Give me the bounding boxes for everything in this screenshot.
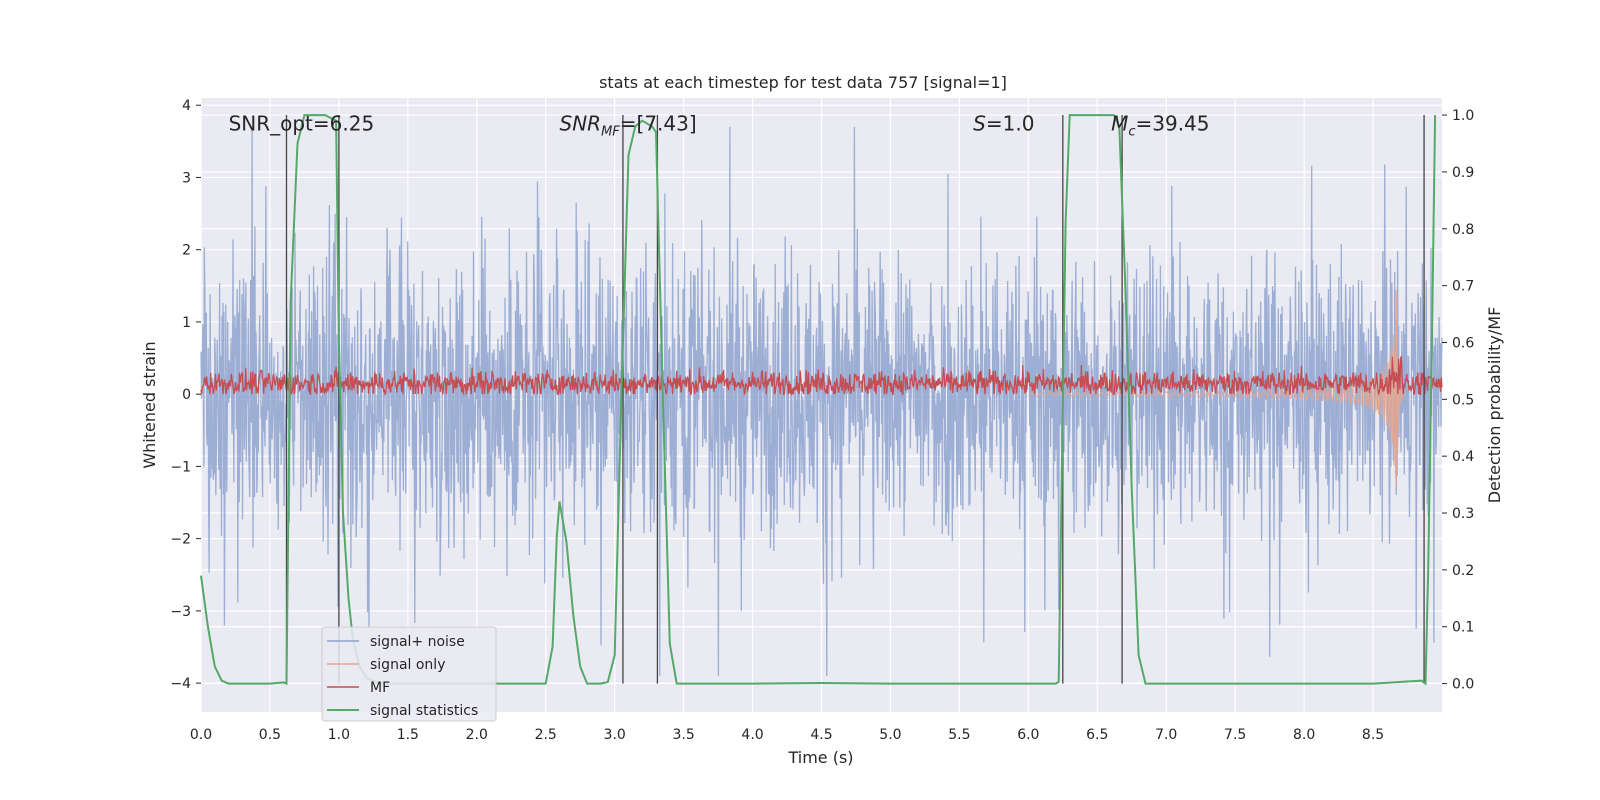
- y-left-tick-label: 2: [182, 243, 191, 259]
- y-right-axis-label: Detection probability/MF: [1485, 307, 1504, 504]
- x-tick-label: 4.5: [810, 727, 832, 743]
- mf-series: [200, 356, 1443, 397]
- mf-line: [200, 356, 1443, 397]
- y-right-tick-label: 1.0: [1452, 108, 1474, 124]
- annotation-subscript: MF: [601, 124, 620, 139]
- y-right-tick-label: 0.2: [1452, 563, 1474, 579]
- x-tick-label: 1.0: [328, 727, 350, 743]
- y-right-tick-label: 0.7: [1452, 279, 1474, 295]
- y-left-tick-label: −3: [170, 604, 191, 620]
- y-right-tick-label: 0.4: [1452, 449, 1474, 465]
- x-tick-label: 4.0: [741, 727, 763, 743]
- annotation-text: SNRMF=[7.43]: [560, 111, 697, 139]
- chart-title: stats at each timestep for test data 757…: [599, 73, 1007, 92]
- x-tick-label: 0.0: [190, 727, 212, 743]
- annotation-text: Mc=39.45: [1111, 111, 1209, 139]
- y-left-tick-label: −4: [170, 676, 191, 692]
- x-tick-label: 6.0: [1017, 727, 1039, 743]
- x-tick-label: 2.0: [466, 727, 488, 743]
- x-tick-label: 8.0: [1293, 727, 1315, 743]
- x-tick-label: 1.5: [397, 727, 419, 743]
- y-right-axis-ticks: 1.0 0.9 0.8 0.7 0.6 0.5 0.4 0.3 0.2 0.1 0.0: [1442, 108, 1474, 693]
- legend-label: signal statistics: [370, 703, 478, 719]
- y-right-tick-label: 0.1: [1452, 620, 1474, 636]
- annotation-subscript: c: [1128, 124, 1135, 139]
- signal-statistics-series: [200, 114, 1437, 686]
- y-left-tick-label: 3: [182, 170, 191, 186]
- x-tick-label: 7.5: [1224, 727, 1246, 743]
- x-tick-label: 0.5: [259, 727, 281, 743]
- vertical-markers: [285, 115, 1425, 684]
- x-tick-label: 2.5: [535, 727, 557, 743]
- x-tick-label: 7.0: [1155, 727, 1177, 743]
- x-tick-label: 3.5: [672, 727, 694, 743]
- x-tick-label: 6.5: [1086, 727, 1108, 743]
- annotations: SNR_opt=6.25 SNRMF=[7.43] S=1.0 Mc=39.45: [229, 111, 1210, 139]
- y-right-tick-label: 0.9: [1452, 165, 1474, 181]
- y-left-axis-label: Whitened strain: [140, 341, 159, 468]
- x-tick-label: 8.5: [1362, 727, 1384, 743]
- y-right-tick-label: 0.6: [1452, 335, 1474, 351]
- x-tick-label: 3.0: [604, 727, 626, 743]
- y-right-tick-label: 0.8: [1452, 222, 1474, 238]
- y-right-tick-label: 0.3: [1452, 506, 1474, 522]
- legend-label: MF: [370, 680, 390, 696]
- legend: signal+ noise signal only MF signal statist…: [321, 626, 497, 722]
- y-right-tick-label: 0.5: [1452, 392, 1474, 408]
- legend-label: signal+ noise: [370, 634, 465, 650]
- annotation-value: =39.45: [1135, 111, 1209, 135]
- y-left-axis-ticks: 4 3 2 1 0 −1 −2 −3 −4: [170, 98, 201, 692]
- x-tick-label: 5.5: [948, 727, 970, 743]
- legend-box: [321, 626, 497, 722]
- y-left-tick-label: 4: [182, 98, 191, 114]
- y-left-tick-label: −1: [170, 459, 191, 475]
- annotation-text: S=1.0: [973, 111, 1034, 135]
- signal-plus-noise-series: [200, 126, 1443, 676]
- signal-plus-noise-line: [200, 126, 1443, 676]
- annotation-symbol: SNR: [560, 111, 602, 135]
- x-tick-label: 5.0: [879, 727, 901, 743]
- y-left-tick-label: 1: [182, 315, 191, 331]
- y-left-tick-label: 0: [182, 387, 191, 403]
- annotation-value: =1.0: [986, 111, 1035, 135]
- legend-label: signal only: [370, 657, 445, 673]
- y-right-tick-label: 0.0: [1452, 677, 1474, 693]
- annotation-value: =[7.43]: [620, 111, 697, 135]
- y-left-tick-label: −2: [170, 532, 191, 548]
- annotation-symbol: M: [1111, 111, 1128, 135]
- x-axis-label: Time (s): [787, 748, 853, 767]
- annotation-symbol: S: [973, 111, 986, 135]
- signal-statistics-line: [200, 114, 1437, 686]
- x-axis-ticks: 0.0 0.5 1.0 1.5 2.0 2.5 3.0 3.5 4.0 4.5 5.0 5.5 6.0 6…: [190, 727, 1384, 743]
- annotation-text: SNR_opt=6.25: [229, 111, 375, 135]
